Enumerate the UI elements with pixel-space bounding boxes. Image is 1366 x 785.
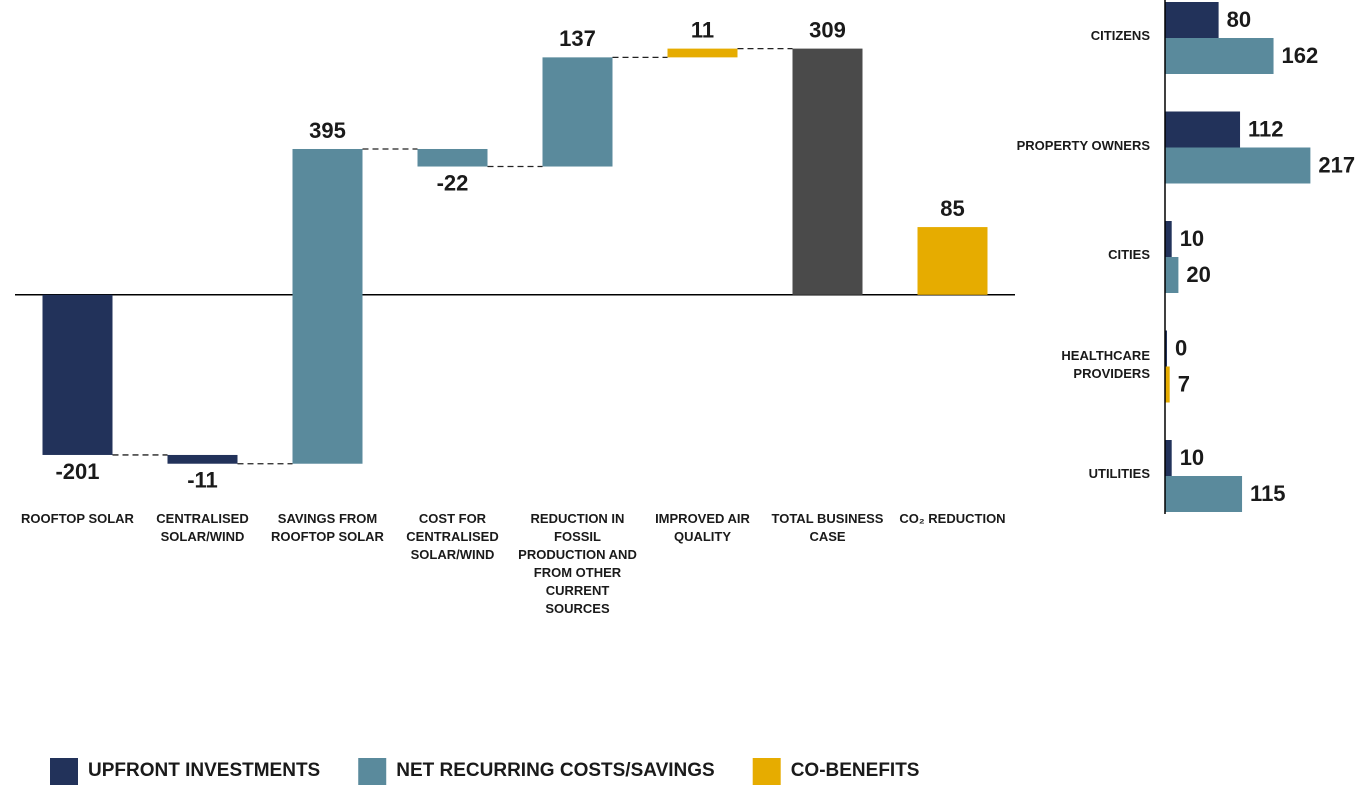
category-label: SAVINGS FROM ROOFTOP SOLAR bbox=[271, 511, 384, 544]
value-label: 395 bbox=[309, 118, 346, 143]
category-label: CO₂ REDUCTION bbox=[899, 511, 1006, 526]
value-label: 85 bbox=[940, 196, 964, 221]
value-label: -11 bbox=[187, 468, 218, 493]
legend-swatch bbox=[358, 758, 387, 785]
category-label: HEALTHCARE PROVIDERS bbox=[1061, 347, 1150, 381]
category-label: CENTRALISED SOLAR/WIND bbox=[156, 511, 249, 544]
value-label: 217 bbox=[1318, 152, 1355, 177]
category-label: PROPERTY OWNERS bbox=[1016, 137, 1150, 153]
value-label: 7 bbox=[1178, 371, 1190, 396]
bar bbox=[1165, 147, 1311, 184]
value-label: 309 bbox=[809, 17, 846, 42]
value-label: 137 bbox=[559, 26, 596, 51]
bar bbox=[542, 57, 613, 167]
bar bbox=[1165, 366, 1170, 403]
value-label: -22 bbox=[437, 170, 469, 195]
bar bbox=[1165, 257, 1179, 293]
category-label: IMPROVED AIR QUALITY bbox=[655, 511, 750, 544]
category-label: ROOFTOP SOLAR bbox=[21, 511, 134, 526]
bar bbox=[1165, 221, 1172, 257]
value-label: 20 bbox=[1186, 262, 1210, 287]
value-label: 0 bbox=[1175, 335, 1187, 360]
bar bbox=[292, 148, 363, 464]
bar bbox=[1165, 476, 1243, 512]
value-label: 112 bbox=[1248, 116, 1284, 141]
legend-swatch bbox=[752, 758, 781, 785]
bar bbox=[1165, 440, 1172, 476]
value-label: -201 bbox=[55, 459, 99, 484]
value-label: 11 bbox=[691, 17, 714, 42]
bar bbox=[417, 148, 488, 167]
value-label: 162 bbox=[1282, 43, 1319, 68]
legend-label: CO-BENEFITS bbox=[790, 760, 920, 781]
bar bbox=[167, 454, 238, 464]
bar bbox=[1165, 330, 1167, 367]
bar bbox=[667, 48, 738, 58]
legend-label: NET RECURRING COSTS/SAVINGS bbox=[396, 760, 715, 781]
value-label: 115 bbox=[1250, 481, 1286, 506]
legend-swatch bbox=[50, 758, 78, 785]
category-label: CITIES bbox=[1108, 247, 1150, 262]
category-label: REDUCTION IN FOSSIL PRODUCTION AND FROM … bbox=[518, 511, 637, 616]
bar bbox=[1165, 38, 1274, 74]
bar bbox=[792, 48, 863, 295]
value-label: 10 bbox=[1180, 445, 1204, 470]
value-label: 10 bbox=[1180, 226, 1204, 251]
bar bbox=[1165, 2, 1219, 38]
category-label: COST FOR CENTRALISED SOLAR/WIND bbox=[406, 511, 499, 562]
value-label: 80 bbox=[1227, 7, 1251, 32]
category-label: TOTAL BUSINESS CASE bbox=[771, 511, 884, 544]
legend-label: UPFRONT INVESTMENTS bbox=[88, 760, 321, 781]
bar bbox=[42, 294, 113, 455]
bar bbox=[1165, 111, 1241, 148]
category-label: CITIZENS bbox=[1090, 28, 1150, 43]
bar bbox=[917, 227, 988, 295]
category-label: UTILITIES bbox=[1088, 466, 1150, 481]
